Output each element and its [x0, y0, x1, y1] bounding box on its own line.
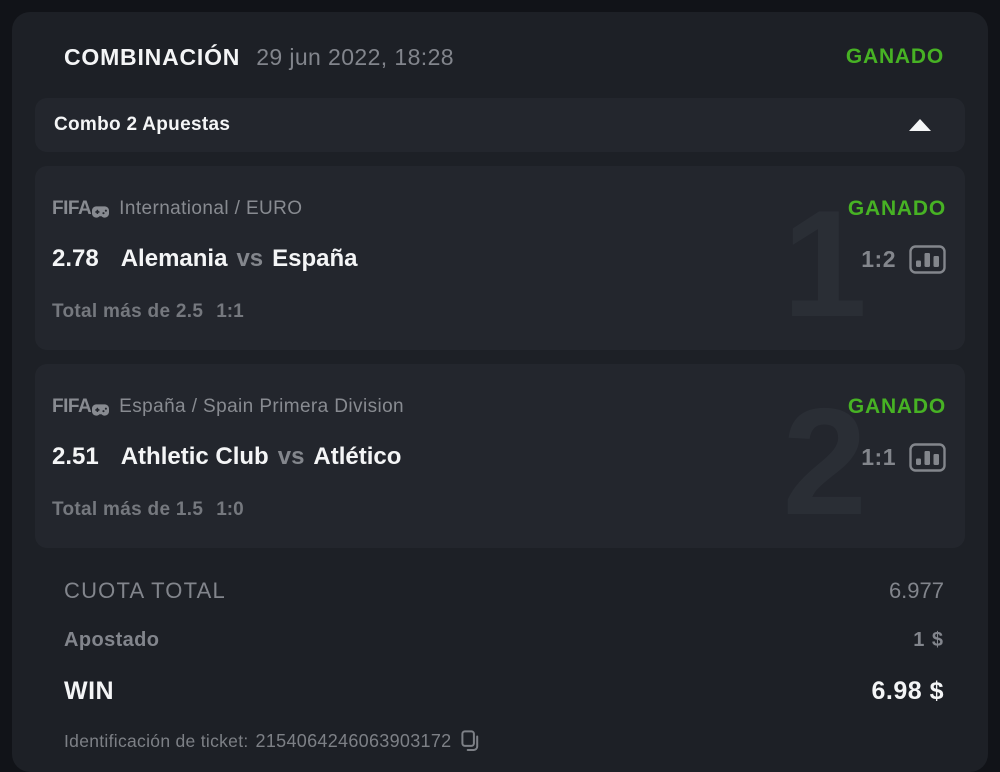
combo-label: Combo 2 Apuestas — [54, 114, 231, 135]
bet-index-watermark: 1 — [782, 179, 867, 349]
market-label: Total más de 1.5 — [52, 499, 204, 520]
away-team: Atlético — [313, 443, 402, 470]
fifa-esports-icon: FIFA — [52, 396, 110, 418]
bet-card-1: 1 FIFA International / EURO GANADO 2.78 … — [35, 166, 965, 350]
fifa-esports-icon: FIFA — [52, 198, 110, 220]
ticket-summary: CUOTA TOTAL 6.977 Apostado 1 $ WIN 6.98 … — [12, 578, 988, 752]
ticket-status-badge: GANADO — [845, 45, 944, 68]
gamepad-icon — [92, 404, 110, 416]
market-score: 1:0 — [216, 499, 244, 520]
stats-button[interactable] — [909, 244, 946, 274]
win-value: 6.98 $ — [871, 676, 944, 705]
bet-status-badge: GANADO — [847, 395, 946, 418]
league-label: International / EURO — [119, 198, 303, 219]
market-label: Total más de 2.5 — [52, 301, 204, 322]
home-team: Athletic Club — [120, 443, 269, 470]
bet-status-badge: GANADO — [847, 197, 946, 220]
market-score: 1:1 — [216, 301, 244, 322]
vs-label: vs — [236, 245, 264, 272]
copy-ticket-button[interactable] — [461, 730, 480, 752]
bet-odds: 2.78 — [52, 245, 99, 272]
bet-ticket-card: COMBINACIÓN 29 jun 2022, 18:28 GANADO Co… — [12, 12, 988, 772]
stake-label: Apostado — [64, 628, 160, 651]
stats-button[interactable] — [909, 442, 946, 472]
home-team: Alemania — [120, 245, 228, 272]
match-score: 1:2 — [861, 245, 896, 272]
bet-card-2: 2 FIFA España / Spain Primera Division G… — [35, 364, 965, 548]
gamepad-icon — [92, 206, 110, 218]
bar-chart-icon — [909, 244, 946, 274]
chevron-up-icon — [909, 119, 931, 131]
ticket-id-label: Identificación de ticket: — [64, 730, 249, 751]
win-label: WIN — [64, 676, 115, 705]
stake-value: 1 $ — [913, 628, 944, 651]
ticket-id-value: 2154064246063903172 — [255, 730, 452, 751]
ticket-header: COMBINACIÓN 29 jun 2022, 18:28 GANADO — [12, 38, 988, 76]
combo-toggle-bar[interactable]: Combo 2 Apuestas — [35, 98, 965, 152]
ticket-type-title: COMBINACIÓN — [64, 43, 241, 70]
bar-chart-icon — [909, 442, 946, 472]
vs-label: vs — [277, 443, 305, 470]
league-label: España / Spain Primera Division — [119, 396, 405, 417]
bet-odds: 2.51 — [52, 443, 99, 470]
away-team: España — [272, 245, 358, 272]
copy-icon — [461, 730, 479, 751]
bet-index-watermark: 2 — [782, 377, 867, 547]
total-odds-value: 6.977 — [888, 578, 944, 603]
match-score: 1:1 — [861, 443, 896, 470]
total-odds-label: CUOTA TOTAL — [64, 578, 226, 603]
ticket-datetime: 29 jun 2022, 18:28 — [256, 43, 454, 70]
